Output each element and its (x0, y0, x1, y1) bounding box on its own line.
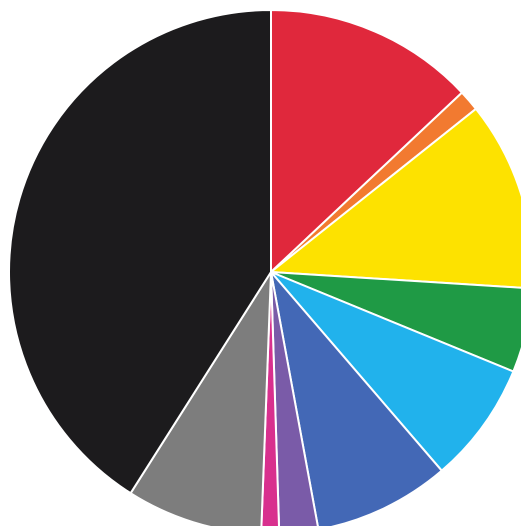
pie-slice-5 (270, 271, 515, 472)
pie-slices (8, 9, 521, 526)
pie-slice-8 (260, 271, 280, 526)
pie-slice-9 (129, 271, 272, 526)
pie-slice-7 (270, 271, 319, 526)
pie-slice-10 (8, 9, 272, 495)
pie-slice-1 (270, 9, 463, 273)
pie-slice-6 (270, 271, 443, 526)
